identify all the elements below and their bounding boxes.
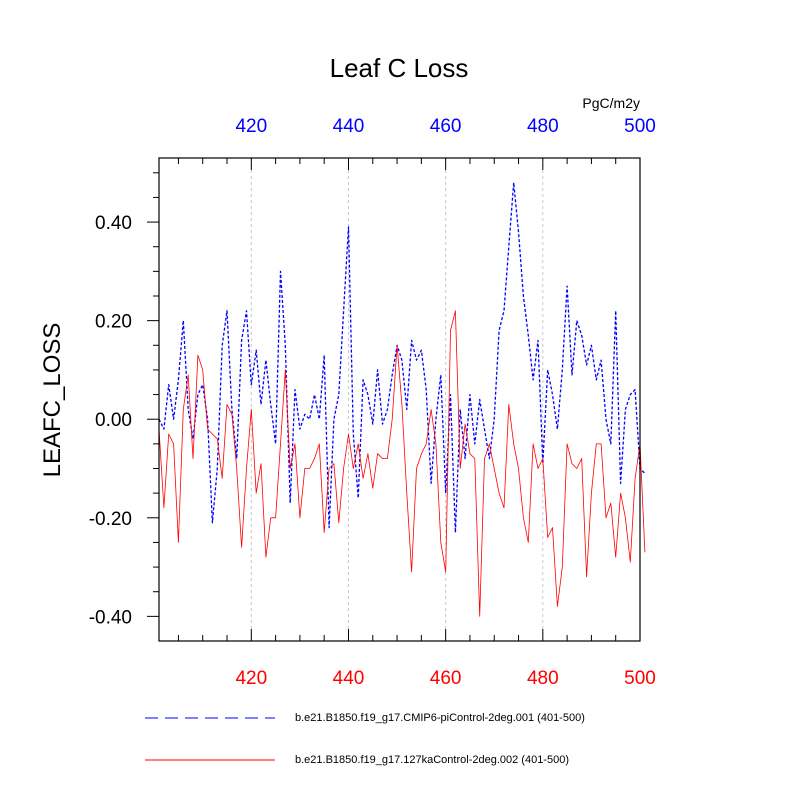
axis-ticks (147, 158, 641, 641)
y-tick-label: -0.40 (89, 607, 132, 628)
x-tick-label-bottom-500: 500 (624, 668, 656, 689)
vertical-gridlines (250, 158, 544, 641)
x-tick-label-bottom-440: 440 (333, 668, 365, 689)
y-tick-label: 0.00 (95, 410, 132, 431)
x-tick-label-top-420: 420 (235, 116, 267, 137)
axis-tick-labels: 420 420 440 440 460 460 480 480 500 500 -0.40 -0.20… (89, 116, 656, 689)
x-tick-label-top-460: 460 (430, 116, 462, 137)
x-tick-label-bottom-460: 460 (430, 668, 462, 689)
series-layer (158, 181, 646, 617)
y-axis-label: LEAFC_LOSS (39, 323, 66, 478)
y-tick-label: 0.40 (95, 213, 132, 234)
series-line-0 (158, 181, 646, 534)
x-tick-label-bottom-480: 480 (527, 668, 559, 689)
units-label: PgC/m2y (582, 95, 640, 111)
y-tick-label: -0.20 (89, 509, 132, 530)
x-tick-label-bottom-420: 420 (235, 668, 267, 689)
y-tick-label: 0.20 (95, 312, 132, 333)
series-line-1 (158, 310, 646, 617)
x-tick-label-top-500: 500 (624, 116, 656, 137)
plot-frame (158, 157, 641, 642)
x-tick-label-top-480: 480 (527, 116, 559, 137)
chart-title: Leaf C Loss (330, 53, 469, 83)
x-tick-label-top-440: 440 (333, 116, 365, 137)
